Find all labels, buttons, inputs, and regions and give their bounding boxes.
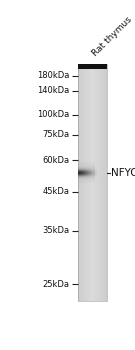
Bar <box>77 163 95 164</box>
Bar <box>77 164 95 165</box>
Bar <box>94 64 95 301</box>
Bar <box>80 64 81 301</box>
Bar <box>96 64 97 301</box>
Text: 25kDa: 25kDa <box>43 280 70 288</box>
Text: 180kDa: 180kDa <box>37 71 70 80</box>
Text: 45kDa: 45kDa <box>43 187 70 196</box>
Bar <box>77 167 95 168</box>
Bar <box>89 64 90 301</box>
Bar <box>101 64 102 301</box>
Bar <box>98 64 99 301</box>
Bar <box>81 64 82 301</box>
Bar <box>77 180 95 181</box>
Bar <box>97 64 98 301</box>
Text: NFYC: NFYC <box>111 168 135 178</box>
Bar <box>77 176 95 177</box>
Text: 100kDa: 100kDa <box>37 110 70 119</box>
Bar <box>79 64 80 301</box>
Bar <box>77 175 95 176</box>
Bar <box>100 64 101 301</box>
Bar <box>77 170 95 171</box>
Bar <box>86 64 87 301</box>
Text: 75kDa: 75kDa <box>43 131 70 140</box>
Bar <box>91 64 92 301</box>
Bar <box>77 174 95 175</box>
Bar <box>77 64 107 70</box>
Bar <box>77 64 107 301</box>
Bar <box>87 64 88 301</box>
Bar <box>102 64 103 301</box>
Bar <box>103 64 104 301</box>
Bar <box>90 64 91 301</box>
Bar <box>83 64 84 301</box>
Bar <box>77 182 95 183</box>
Bar <box>92 64 93 301</box>
Bar <box>77 162 95 163</box>
Bar <box>77 166 95 167</box>
Bar <box>93 64 94 301</box>
Text: 140kDa: 140kDa <box>37 86 70 95</box>
Bar <box>99 64 100 301</box>
Bar <box>77 181 95 182</box>
Bar <box>78 64 79 301</box>
Bar <box>77 177 95 178</box>
Text: Rat thymus: Rat thymus <box>91 15 134 58</box>
Bar <box>85 64 86 301</box>
Text: 60kDa: 60kDa <box>43 155 70 164</box>
Bar <box>77 165 95 166</box>
Bar <box>77 169 95 170</box>
Bar <box>77 168 95 169</box>
Bar <box>82 64 83 301</box>
Bar <box>106 64 107 301</box>
Bar <box>77 179 95 180</box>
Bar <box>88 64 89 301</box>
Bar <box>77 172 95 173</box>
Bar <box>105 64 106 301</box>
Bar <box>104 64 105 301</box>
Bar <box>77 178 95 179</box>
Bar <box>77 173 95 174</box>
Bar <box>77 64 78 301</box>
Bar <box>95 64 96 301</box>
Bar <box>84 64 85 301</box>
Text: 35kDa: 35kDa <box>43 226 70 235</box>
